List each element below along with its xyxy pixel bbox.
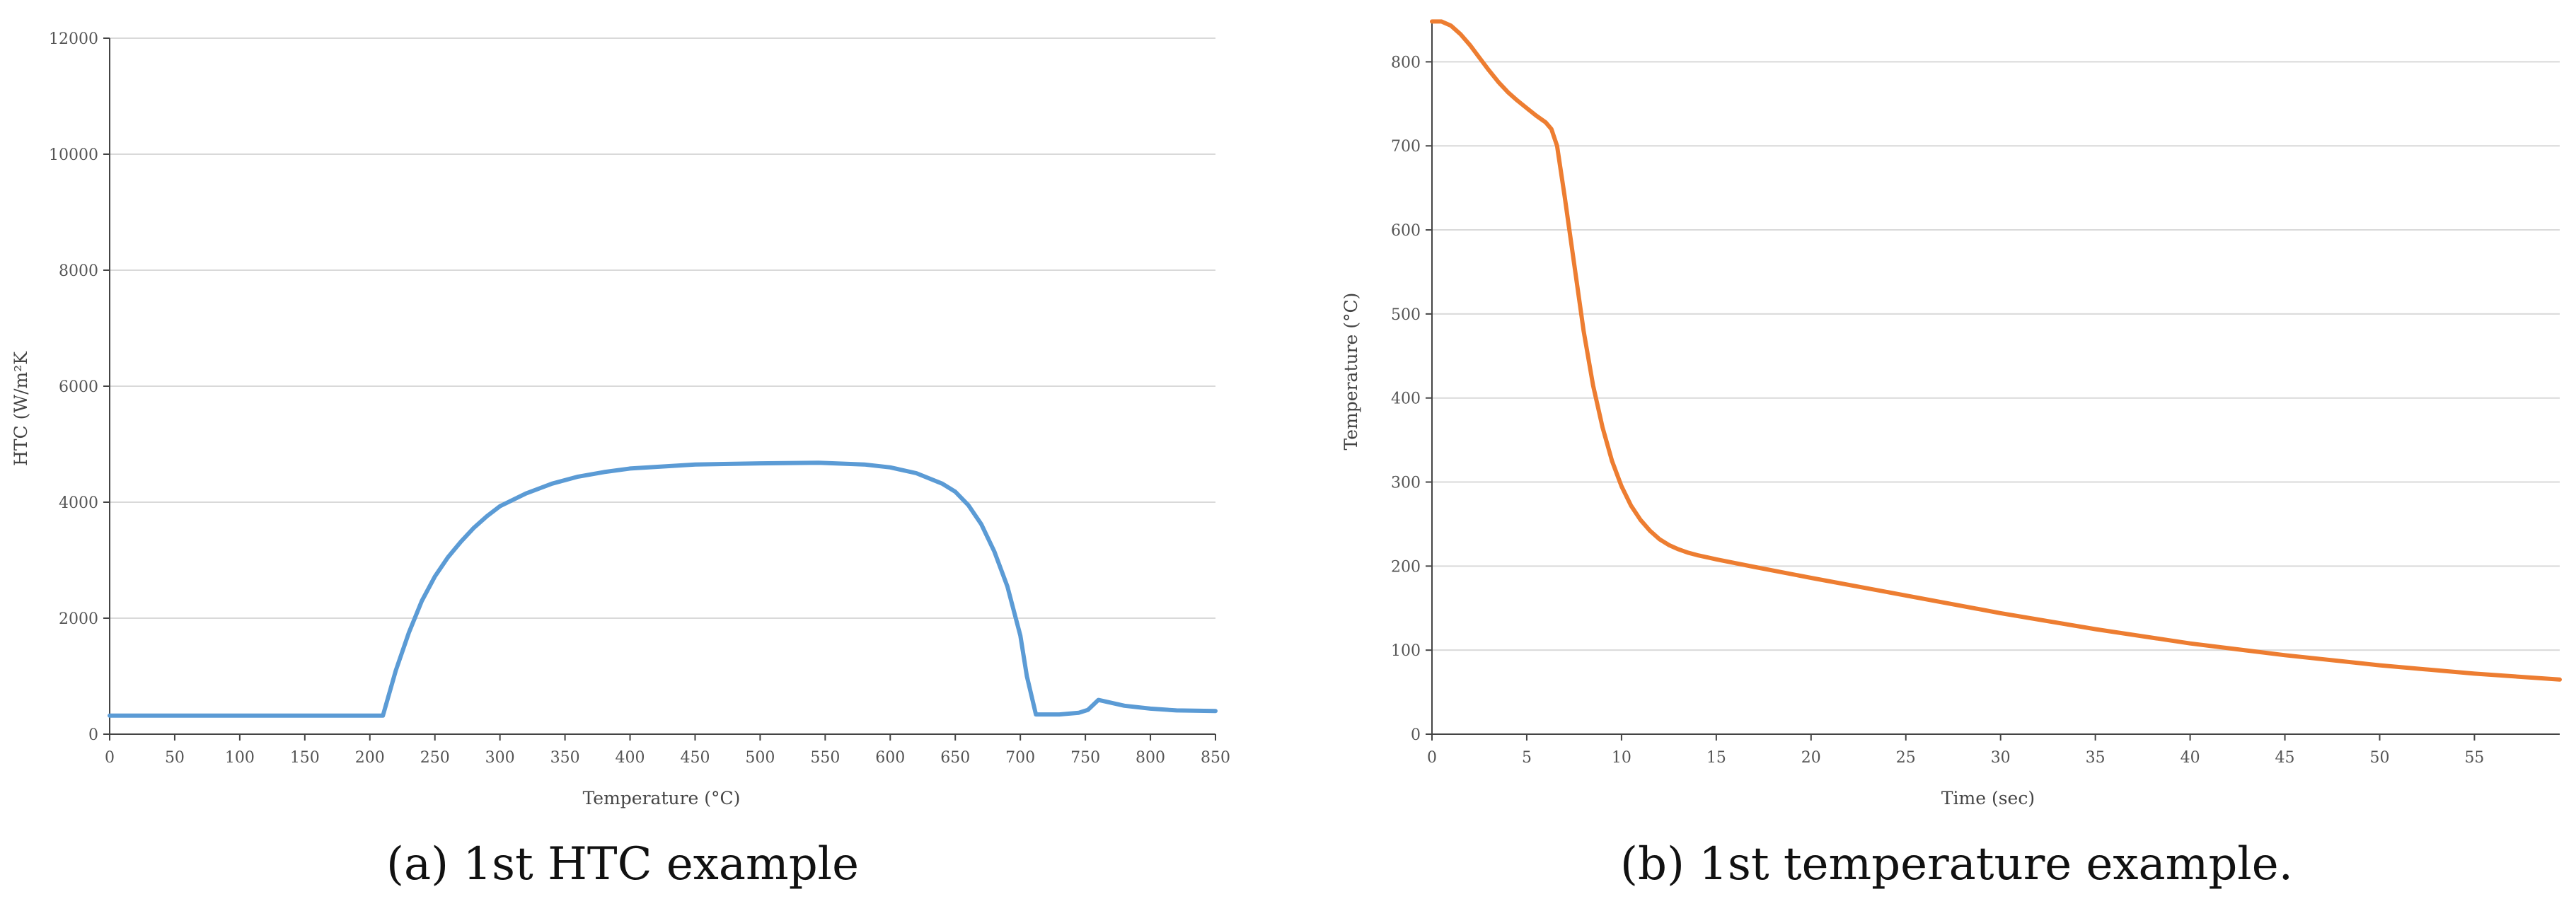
temperature-chart-x-axis-label: Time (sec) [1941, 788, 2035, 808]
caption-b: (b) 1st temperature example. [1620, 838, 2293, 890]
htc-chart-x-tick-label: 800 [1136, 749, 1165, 767]
htc-chart-x-tick-label: 50 [165, 749, 185, 767]
temperature-chart-x-tick-label: 5 [1522, 749, 1532, 767]
htc-chart-y-tick-label: 4000 [59, 494, 98, 512]
htc-chart-series-line [108, 460, 1218, 718]
htc-chart-y-tick-label: 8000 [59, 262, 98, 280]
temperature-chart-y-tick-label: 100 [1391, 642, 1421, 660]
htc-chart-x-tick-label: 450 [680, 749, 710, 767]
temperature-chart-y-tick-label: 200 [1391, 558, 1421, 576]
temperature-chart-x-tick-label: 0 [1427, 749, 1437, 767]
temperature-chart-x-tick-label: 50 [2369, 749, 2389, 767]
temperature-chart-y-axis-label: Temperature (°C) [1341, 293, 1361, 451]
htc-chart-grid [110, 37, 1215, 619]
temperature-chart-grid [1432, 61, 2560, 651]
htc-chart-y-axis-label: HTC (W/m²K [11, 351, 31, 466]
temperature-chart-y-tick-label: 400 [1391, 390, 1421, 408]
htc-chart-x-axis-label: Temperature (°C) [583, 788, 741, 808]
temperature-chart-y-tick-label: 300 [1391, 475, 1421, 492]
htc-chart-series [108, 460, 1218, 718]
htc-chart-x-tick-label: 650 [940, 749, 970, 767]
temperature-chart-series-line [1430, 19, 2562, 682]
temperature-chart-x-tick-label: 55 [2464, 749, 2484, 767]
htc-chart-x-tick-label: 500 [745, 749, 775, 767]
temperature-chart-series [1430, 19, 2562, 682]
htc-chart-y-tick-label: 12000 [49, 30, 98, 48]
htc-chart-x-tick-label: 600 [875, 749, 905, 767]
htc-chart-x-tick-label: 550 [810, 749, 840, 767]
htc-chart-x-tick-label: 300 [485, 749, 515, 767]
htc-chart-x-tick-labels: 0 50 100 150 200 250 300 350 400 450 500 550 600 650 7… [105, 749, 1230, 767]
temperature-chart-y-tick-label: 500 [1391, 306, 1421, 324]
temperature-chart-x-tick-labels: 0 5 10 15 20 25 30 35 40 45 50 55 [1427, 749, 2484, 767]
temperature-chart: 0 100 200 300 400 500 600 700 800 0 5 10 15 20 25 30 35… [1341, 19, 2562, 808]
temperature-chart-x-tick-label: 15 [1706, 749, 1726, 767]
htc-chart-y-tick-label: 0 [88, 726, 98, 744]
htc-chart-x-tick-label: 750 [1070, 749, 1100, 767]
htc-chart-x-tick-label: 0 [105, 749, 115, 767]
temperature-chart-x-tick-label: 20 [1801, 749, 1821, 767]
htc-chart-x-tick-label: 350 [550, 749, 580, 767]
temperature-chart-y-tick-label: 600 [1391, 222, 1421, 240]
temperature-chart-y-tick-label: 800 [1391, 54, 1421, 71]
htc-chart-y-tick-label: 10000 [49, 146, 98, 164]
temperature-chart-x-tick-label: 45 [2275, 749, 2295, 767]
temperature-chart-x-tick-label: 25 [1896, 749, 1916, 767]
temperature-chart-axes [1426, 20, 2560, 741]
temperature-chart-x-tick-label: 30 [1991, 749, 2011, 767]
htc-chart-x-tick-label: 400 [616, 749, 645, 767]
htc-chart-x-tick-label: 850 [1201, 749, 1230, 767]
temperature-chart-y-tick-label: 0 [1411, 726, 1421, 744]
htc-chart-y-tick-label: 6000 [59, 378, 98, 396]
htc-chart-x-tick-label: 100 [225, 749, 255, 767]
htc-chart-x-tick-label: 200 [355, 749, 385, 767]
temperature-chart-y-tick-label: 700 [1391, 138, 1421, 156]
temperature-chart-x-tick-label: 40 [2181, 749, 2200, 767]
caption-a: (a) 1st HTC example [386, 838, 859, 890]
temperature-chart-y-tick-labels: 0 100 200 300 400 500 600 700 800 [1391, 54, 1421, 744]
temperature-chart-x-tick-label: 10 [1612, 749, 1631, 767]
htc-chart-y-tick-label: 2000 [59, 610, 98, 628]
htc-chart: 0 2000 4000 6000 8000 10000 12000 0 50 100 150 200… [11, 30, 1230, 808]
htc-chart-x-tick-label: 700 [1005, 749, 1035, 767]
htc-chart-y-tick-labels: 0 2000 4000 6000 8000 10000 12000 [49, 30, 98, 744]
htc-chart-axes [103, 37, 1216, 741]
htc-chart-x-tick-label: 250 [420, 749, 450, 767]
htc-chart-x-tick-label: 150 [290, 749, 320, 767]
temperature-chart-x-tick-label: 35 [2086, 749, 2106, 767]
